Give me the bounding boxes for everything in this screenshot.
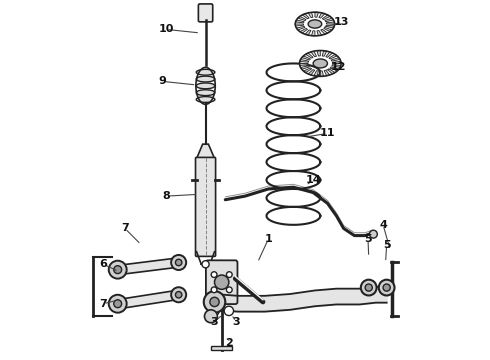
- Text: 7: 7: [99, 299, 107, 309]
- Polygon shape: [312, 31, 315, 36]
- Polygon shape: [324, 70, 330, 76]
- Circle shape: [204, 310, 218, 323]
- Polygon shape: [302, 14, 309, 19]
- Polygon shape: [300, 59, 309, 62]
- Polygon shape: [332, 62, 341, 63]
- Circle shape: [175, 292, 182, 298]
- Polygon shape: [322, 51, 327, 56]
- Ellipse shape: [196, 83, 215, 89]
- Circle shape: [202, 261, 209, 268]
- Circle shape: [109, 295, 126, 313]
- Text: 12: 12: [330, 62, 346, 72]
- FancyBboxPatch shape: [196, 157, 216, 256]
- Polygon shape: [315, 12, 318, 17]
- Ellipse shape: [196, 76, 215, 82]
- FancyBboxPatch shape: [198, 4, 213, 22]
- Polygon shape: [308, 12, 313, 18]
- Polygon shape: [300, 66, 310, 69]
- Text: 5: 5: [364, 234, 372, 244]
- Circle shape: [224, 306, 234, 316]
- Ellipse shape: [313, 59, 327, 68]
- Circle shape: [383, 284, 390, 291]
- Circle shape: [171, 255, 186, 270]
- Polygon shape: [314, 71, 319, 76]
- Polygon shape: [327, 69, 335, 74]
- Circle shape: [175, 259, 182, 266]
- Circle shape: [114, 300, 122, 308]
- Circle shape: [211, 272, 217, 278]
- Circle shape: [109, 261, 126, 279]
- Polygon shape: [302, 56, 311, 60]
- Polygon shape: [330, 67, 339, 71]
- Polygon shape: [299, 63, 308, 66]
- Polygon shape: [300, 28, 308, 33]
- Polygon shape: [295, 20, 304, 23]
- Text: 13: 13: [334, 17, 349, 27]
- Polygon shape: [329, 54, 337, 59]
- Circle shape: [204, 291, 225, 313]
- Polygon shape: [303, 68, 312, 73]
- FancyBboxPatch shape: [211, 346, 232, 350]
- Polygon shape: [295, 24, 304, 26]
- Polygon shape: [326, 25, 334, 28]
- Ellipse shape: [196, 69, 215, 75]
- Polygon shape: [121, 258, 179, 274]
- Polygon shape: [317, 50, 320, 56]
- Text: 9: 9: [159, 76, 167, 86]
- Polygon shape: [298, 17, 306, 21]
- Text: 8: 8: [162, 191, 170, 201]
- Polygon shape: [320, 29, 328, 34]
- Circle shape: [226, 272, 232, 278]
- Circle shape: [171, 287, 186, 302]
- Circle shape: [210, 306, 219, 316]
- Polygon shape: [306, 53, 313, 58]
- Text: 11: 11: [320, 129, 335, 138]
- Circle shape: [361, 280, 377, 296]
- Polygon shape: [121, 290, 179, 308]
- Text: 10: 10: [158, 24, 174, 35]
- Ellipse shape: [196, 96, 215, 102]
- Circle shape: [226, 287, 232, 293]
- Text: 5: 5: [383, 239, 391, 249]
- Polygon shape: [296, 26, 305, 30]
- Ellipse shape: [196, 90, 215, 95]
- Text: 2: 2: [225, 338, 233, 348]
- Polygon shape: [305, 30, 311, 35]
- Polygon shape: [308, 69, 315, 75]
- Text: 4: 4: [379, 220, 387, 230]
- Polygon shape: [320, 71, 323, 76]
- Circle shape: [365, 284, 372, 291]
- FancyBboxPatch shape: [206, 260, 238, 304]
- Polygon shape: [324, 27, 332, 32]
- Polygon shape: [326, 52, 333, 57]
- Circle shape: [114, 266, 122, 274]
- Circle shape: [369, 230, 377, 238]
- Circle shape: [211, 287, 217, 293]
- Circle shape: [210, 297, 219, 307]
- Polygon shape: [331, 58, 340, 61]
- Polygon shape: [326, 22, 335, 24]
- Text: 3: 3: [232, 317, 240, 327]
- Polygon shape: [311, 51, 317, 57]
- Polygon shape: [325, 18, 334, 22]
- Text: 3: 3: [211, 317, 219, 327]
- Text: 14: 14: [305, 175, 321, 185]
- Polygon shape: [332, 65, 341, 67]
- Polygon shape: [319, 13, 325, 18]
- Circle shape: [215, 275, 229, 289]
- Ellipse shape: [308, 20, 322, 28]
- Text: 1: 1: [265, 234, 272, 244]
- Polygon shape: [196, 144, 215, 158]
- Polygon shape: [322, 15, 330, 19]
- Circle shape: [379, 280, 394, 296]
- Text: 7: 7: [121, 224, 129, 233]
- Text: 6: 6: [99, 259, 107, 269]
- Polygon shape: [317, 31, 321, 36]
